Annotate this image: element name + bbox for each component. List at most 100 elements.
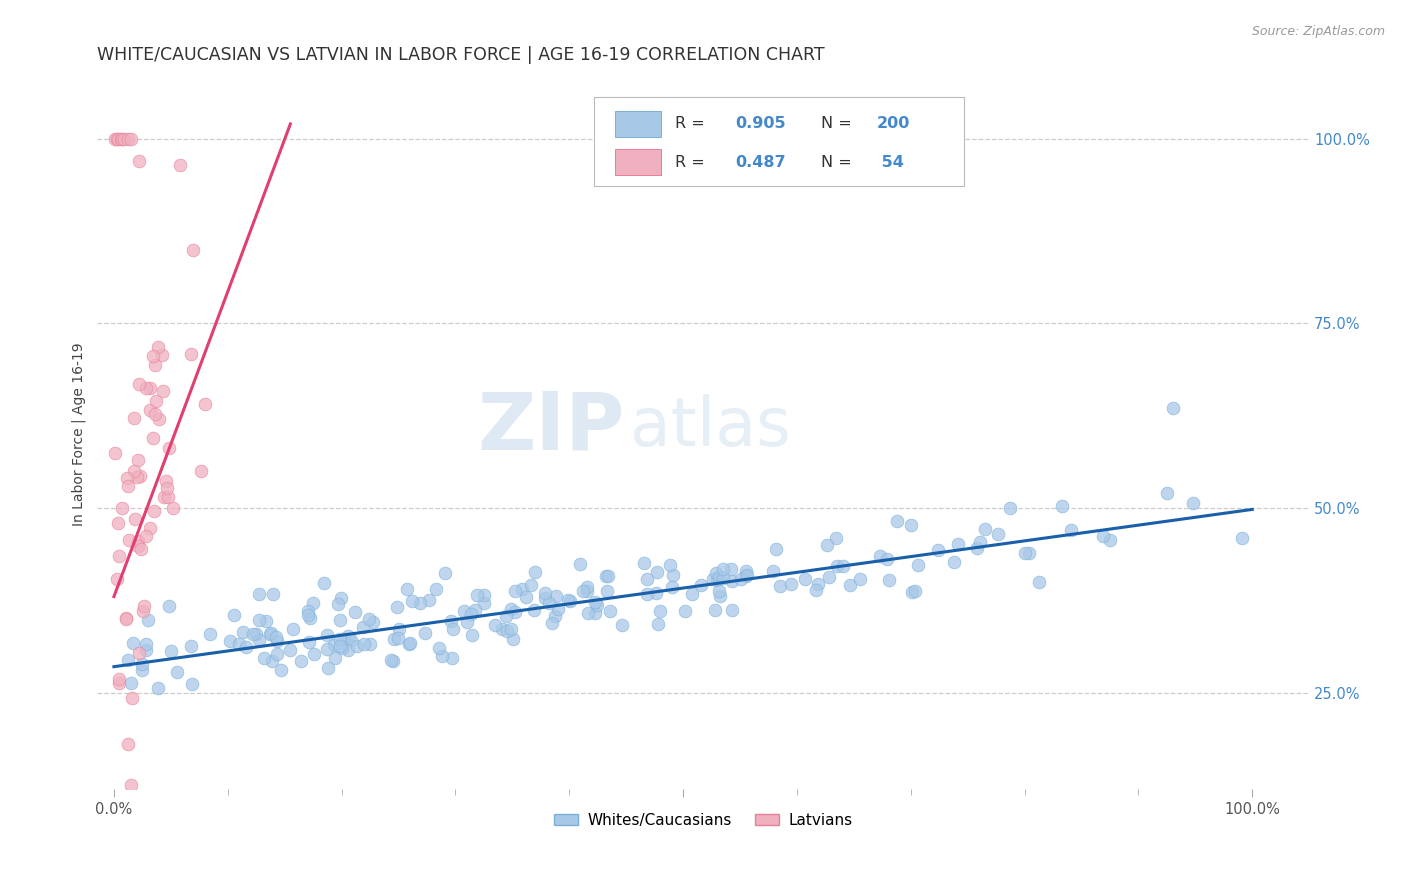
Point (595, 569, 617, 583)
Point (704, 603, 727, 617)
Text: 54: 54 (876, 154, 904, 169)
Point (299, 610, 322, 624)
Text: atlas: atlas (630, 394, 792, 460)
Point (312, 576, 335, 591)
Point (357, 612, 380, 626)
Point (735, 568, 758, 582)
Point (169, 158, 191, 172)
Point (346, 640, 368, 654)
Point (711, 562, 734, 576)
Point (155, 474, 177, 488)
Point (180, 677, 202, 691)
Point (780, 577, 803, 591)
Point (904, 584, 927, 599)
Point (139, 403, 162, 417)
Point (1182, 496, 1205, 510)
Point (1052, 499, 1074, 513)
Point (711, 571, 734, 585)
Text: Source: ZipAtlas.com: Source: ZipAtlas.com (1251, 25, 1385, 38)
Point (401, 594, 423, 608)
Point (131, 657, 153, 671)
Point (441, 651, 464, 665)
Point (117, 737, 139, 751)
Point (547, 602, 569, 616)
Point (156, 481, 179, 495)
Point (735, 564, 758, 578)
Point (709, 589, 731, 603)
Point (340, 633, 363, 648)
Point (145, 359, 167, 373)
Point (108, 672, 131, 686)
Point (270, 663, 292, 677)
Point (297, 604, 319, 618)
Point (150, 348, 173, 362)
Point (160, 644, 183, 658)
Text: ZIP: ZIP (477, 388, 624, 466)
Point (876, 552, 898, 566)
FancyBboxPatch shape (614, 149, 661, 175)
Point (409, 596, 432, 610)
Point (645, 565, 668, 579)
Point (252, 650, 274, 665)
Text: N =: N = (821, 154, 856, 169)
Point (153, 490, 176, 504)
Text: R =: R = (675, 154, 710, 169)
Point (326, 597, 349, 611)
Point (117, 471, 139, 485)
Point (315, 641, 337, 656)
Point (544, 589, 567, 603)
Point (152, 384, 174, 398)
Point (318, 661, 340, 675)
Point (323, 651, 346, 665)
Point (128, 153, 150, 168)
Point (425, 582, 447, 597)
Point (124, 512, 146, 526)
Point (456, 615, 478, 630)
Point (232, 624, 254, 639)
Point (105, 572, 128, 586)
Legend: Whites/Caucasians, Latvians: Whites/Caucasians, Latvians (547, 807, 859, 834)
Point (765, 542, 787, 557)
Point (135, 381, 157, 395)
Point (387, 631, 409, 645)
Point (464, 603, 486, 617)
Point (139, 381, 162, 395)
Point (298, 634, 321, 648)
Point (329, 613, 352, 627)
Point (247, 632, 270, 647)
Point (194, 397, 217, 411)
Point (583, 606, 606, 620)
Point (534, 591, 557, 606)
Point (907, 558, 929, 572)
Text: N =: N = (821, 116, 856, 131)
Point (302, 647, 325, 661)
Point (132, 604, 155, 618)
Y-axis label: In Labor Force | Age 16-19: In Labor Force | Age 16-19 (72, 343, 86, 526)
Point (135, 529, 157, 543)
FancyBboxPatch shape (614, 111, 661, 136)
Point (143, 407, 166, 421)
Point (136, 614, 159, 628)
Point (104, 132, 127, 146)
Point (413, 625, 436, 640)
Point (115, 611, 138, 625)
Point (681, 587, 703, 601)
Point (720, 561, 742, 575)
Point (690, 578, 713, 592)
Text: 200: 200 (876, 116, 910, 131)
Point (266, 633, 288, 648)
Point (115, 789, 138, 803)
Point (316, 628, 339, 642)
Point (704, 566, 727, 581)
Point (262, 654, 284, 668)
Point (1018, 546, 1040, 560)
Text: 0.905: 0.905 (735, 116, 786, 131)
Point (520, 578, 543, 592)
Point (901, 584, 924, 599)
Point (254, 615, 277, 629)
Point (290, 654, 312, 668)
Point (832, 559, 855, 574)
Point (128, 646, 150, 660)
Point (132, 599, 155, 613)
Point (115, 612, 138, 626)
